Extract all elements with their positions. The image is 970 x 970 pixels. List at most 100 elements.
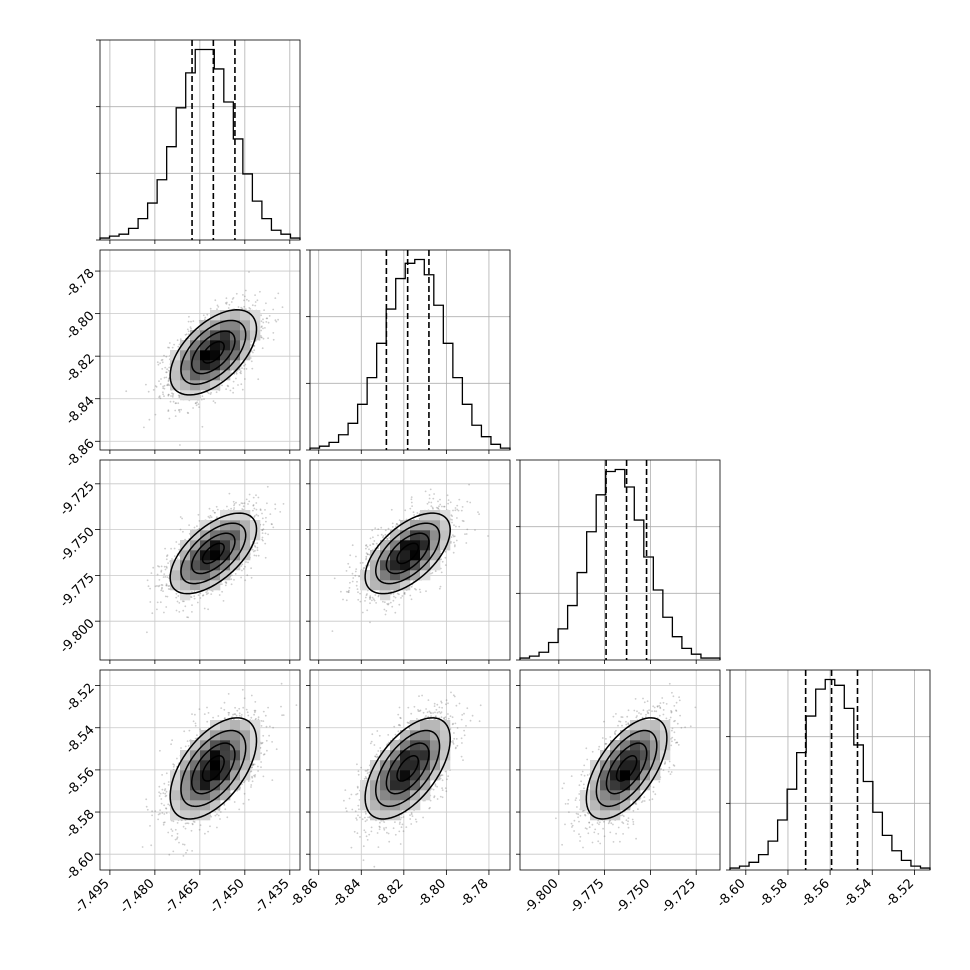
scatter-point xyxy=(575,797,578,799)
scatter-point xyxy=(435,715,437,717)
scatter-point xyxy=(674,719,676,722)
density-cell xyxy=(180,580,191,591)
scatter-point xyxy=(584,814,587,817)
scatter-point xyxy=(176,836,179,839)
density-cell xyxy=(360,800,371,811)
scatter-point xyxy=(176,832,179,835)
scatter-point xyxy=(157,585,160,588)
density-cell xyxy=(190,380,201,391)
scatter-point xyxy=(243,697,246,700)
scatter-point xyxy=(160,359,163,362)
scatter-point xyxy=(157,818,160,821)
density-cell xyxy=(380,750,391,761)
scatter-point xyxy=(385,610,388,612)
scatter-point xyxy=(347,562,350,565)
scatter-point xyxy=(627,820,629,823)
scatter-point xyxy=(256,546,259,549)
scatter-point xyxy=(156,585,158,587)
density-cell xyxy=(220,780,231,791)
scatter-point xyxy=(362,845,365,848)
scatter-point xyxy=(207,392,210,395)
scatter-point xyxy=(263,753,266,755)
scatter-point xyxy=(125,390,128,393)
density-cell xyxy=(220,340,231,351)
scatter-point xyxy=(348,587,351,589)
scatter-point xyxy=(386,538,389,540)
scatter-point xyxy=(229,389,232,392)
scatter-point xyxy=(177,394,180,397)
scatter-point xyxy=(456,508,459,511)
density-cell xyxy=(250,740,261,751)
scatter-point xyxy=(587,812,590,815)
scatter-point xyxy=(282,714,285,716)
scatter-point xyxy=(259,508,262,511)
scatter-point xyxy=(162,590,164,592)
density-cell xyxy=(410,530,421,541)
scatter-point xyxy=(243,364,246,367)
scatter-point xyxy=(365,594,368,597)
scatter-point xyxy=(441,774,444,776)
scatter-point xyxy=(673,738,676,741)
scatter-point xyxy=(466,500,469,503)
scatter-point xyxy=(157,565,159,567)
scatter-point xyxy=(248,500,251,503)
scatter-point xyxy=(202,594,205,596)
scatter-point xyxy=(157,363,160,366)
scatter-point xyxy=(357,575,360,578)
scatter-point xyxy=(366,553,369,556)
scatter-point xyxy=(605,743,608,745)
contour-0 xyxy=(396,755,420,782)
scatter-point xyxy=(642,800,644,802)
scatter-point xyxy=(643,796,646,798)
scatter-point xyxy=(254,711,256,714)
density-cell xyxy=(210,360,221,371)
scatter-point xyxy=(206,589,209,592)
scatter-point xyxy=(217,715,220,717)
scatter-point xyxy=(463,712,465,715)
scatter-point xyxy=(414,587,416,590)
density-cell xyxy=(210,750,221,761)
scatter-point xyxy=(478,513,480,516)
scatter-point xyxy=(150,572,153,574)
density-cell xyxy=(230,780,241,791)
density-cell xyxy=(640,780,651,791)
density-cell xyxy=(190,560,201,571)
scatter-point xyxy=(235,292,238,295)
scatter-point xyxy=(487,535,489,537)
scatter-point xyxy=(274,508,277,510)
scatter-point xyxy=(653,710,656,713)
scatter-point xyxy=(267,533,269,536)
density-cell xyxy=(420,540,431,551)
density-cell xyxy=(200,790,211,801)
scatter-panel-3-2 xyxy=(519,669,721,871)
contour-1 xyxy=(605,742,648,795)
scatter-point xyxy=(564,803,567,805)
density-cell xyxy=(620,750,631,761)
density-cell xyxy=(230,330,241,341)
scatter-point xyxy=(452,722,454,725)
scatter-point xyxy=(654,793,657,796)
scatter-point xyxy=(389,593,392,596)
scatter-point xyxy=(242,294,244,296)
scatter-point xyxy=(468,483,470,486)
scatter-point xyxy=(271,779,274,781)
scatter-point xyxy=(479,704,482,707)
scatter-point xyxy=(659,707,662,710)
density-cell xyxy=(180,380,191,391)
density-cell xyxy=(400,730,411,741)
scatter-point xyxy=(202,594,204,597)
scatter-point xyxy=(203,713,206,715)
density-cell xyxy=(200,330,211,341)
scatter-point xyxy=(167,393,170,396)
scatter-point xyxy=(355,568,358,570)
scatter-point xyxy=(627,709,630,712)
scatter-point xyxy=(188,333,190,335)
scatter-point xyxy=(199,592,202,595)
scatter-point xyxy=(444,787,447,790)
density-cell xyxy=(230,550,241,561)
scatter-point xyxy=(167,394,170,397)
scatter-point xyxy=(171,834,173,837)
density-cell xyxy=(180,560,191,571)
scatter-point xyxy=(411,815,414,817)
density-cell xyxy=(220,320,231,331)
